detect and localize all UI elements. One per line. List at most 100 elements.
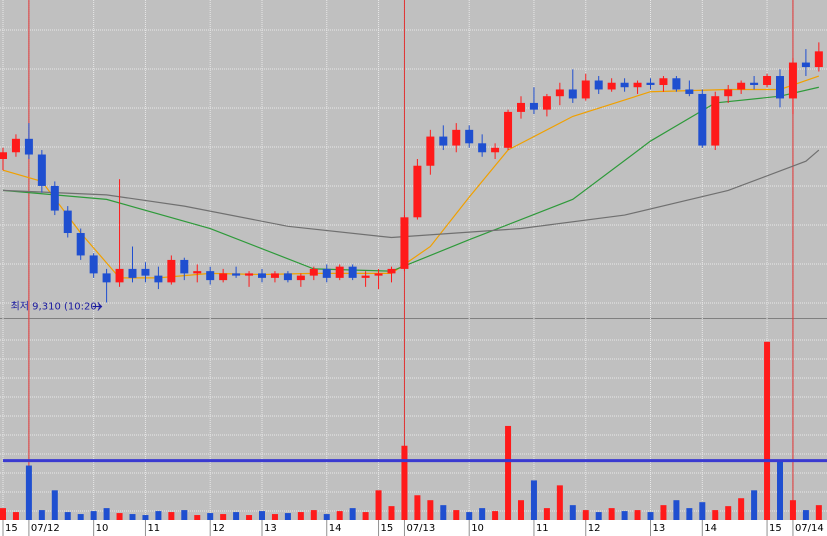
volume-bar xyxy=(453,510,460,520)
volume-bar xyxy=(103,508,110,520)
candle-body xyxy=(711,96,720,146)
candle-body xyxy=(219,273,228,281)
x-tick-label: 07/14 xyxy=(795,523,824,534)
candle-body xyxy=(76,233,85,256)
candle-body xyxy=(478,143,487,153)
volume-bar xyxy=(297,512,304,520)
candle-body xyxy=(296,275,305,281)
candle-body xyxy=(750,82,759,85)
x-tick-label: 11 xyxy=(147,523,160,534)
volume-bar xyxy=(90,511,97,520)
volume-bar xyxy=(556,485,563,520)
volume-bar xyxy=(518,500,524,520)
volume-bar xyxy=(12,512,19,520)
x-tick-label: 12 xyxy=(588,523,601,534)
plot-background xyxy=(0,0,827,520)
candle-body xyxy=(555,89,564,97)
volume-bar xyxy=(129,514,136,520)
candle-body xyxy=(283,273,292,281)
candle-body xyxy=(439,136,448,146)
volume-bar xyxy=(194,515,201,520)
candle-body xyxy=(788,62,797,99)
candle-body xyxy=(426,136,435,166)
candle-body xyxy=(245,273,254,276)
volume-bar xyxy=(25,465,32,520)
candle-body xyxy=(607,82,616,90)
volume-bar xyxy=(233,512,240,520)
volume-bar xyxy=(323,514,330,520)
x-axis-band xyxy=(0,520,827,536)
candle-body xyxy=(89,255,98,274)
candle-body xyxy=(141,268,150,276)
volume-bar xyxy=(492,511,499,520)
volume-bar xyxy=(220,514,227,520)
volume-bar xyxy=(686,508,693,520)
candle-body xyxy=(400,217,409,269)
candle-body xyxy=(491,147,500,153)
candle-body xyxy=(193,271,202,274)
volume-bar xyxy=(271,514,278,520)
candle-body xyxy=(594,80,603,90)
moving-average-line xyxy=(2,86,819,272)
candle-body xyxy=(258,273,266,278)
x-tick-label: 07/12 xyxy=(31,523,60,534)
candle-body xyxy=(737,82,746,90)
candle-body xyxy=(568,89,577,99)
x-tick-label: 07/13 xyxy=(406,523,435,534)
x-tick-label: 13 xyxy=(264,523,277,534)
candle-body xyxy=(24,138,33,155)
volume-bar xyxy=(634,510,641,520)
volume-bar xyxy=(414,495,421,520)
volume-bar xyxy=(530,480,537,520)
candle-body xyxy=(309,268,318,276)
volume-bar xyxy=(375,490,382,520)
volume-bar xyxy=(362,512,369,520)
annotation-arrow xyxy=(92,303,103,310)
volume-bar xyxy=(777,460,783,520)
volume-bar xyxy=(751,490,758,520)
volume-bar xyxy=(815,505,822,520)
volume-bar xyxy=(802,510,809,520)
volume-bar xyxy=(427,500,434,520)
candle-body xyxy=(814,51,823,68)
x-tick-label: 13 xyxy=(653,523,666,534)
candle-body xyxy=(776,76,784,99)
candle-body xyxy=(270,273,279,278)
x-tick-label: 15 xyxy=(381,523,394,534)
volume-bar xyxy=(349,508,356,520)
volume-bar xyxy=(181,510,188,520)
volume-bar xyxy=(789,500,796,520)
volume-bar xyxy=(51,490,58,520)
volume-bar xyxy=(543,508,550,520)
candle-body xyxy=(11,138,20,153)
candle-body xyxy=(724,89,733,97)
annotation: 최저 9,310 (10:20) xyxy=(11,301,101,313)
candle-body xyxy=(517,102,525,112)
candle-body xyxy=(387,268,396,274)
volume-bar xyxy=(595,512,602,520)
x-tick-label: 15 xyxy=(769,523,782,534)
candle-body xyxy=(322,268,331,278)
volume-bar xyxy=(569,505,576,520)
candle-body xyxy=(102,273,111,283)
volume-bar xyxy=(466,512,473,520)
candle-body xyxy=(581,80,590,99)
volume-bar xyxy=(621,511,628,520)
candle-body xyxy=(128,268,137,278)
moving-average-line xyxy=(2,149,820,239)
candle-body xyxy=(633,82,642,88)
volume-bar xyxy=(647,512,654,520)
volume-bar xyxy=(608,508,615,520)
candle-body xyxy=(465,129,474,144)
x-tick-label: 10 xyxy=(96,523,109,534)
x-tick-label: 12 xyxy=(212,523,225,534)
candle-body xyxy=(63,210,72,234)
volume-bar xyxy=(38,510,45,520)
volume-bar xyxy=(388,506,395,520)
candle-body xyxy=(0,152,7,159)
candle-body xyxy=(335,266,344,278)
candle-body xyxy=(672,78,681,90)
candle-body xyxy=(167,259,176,283)
candle-body xyxy=(413,165,422,218)
